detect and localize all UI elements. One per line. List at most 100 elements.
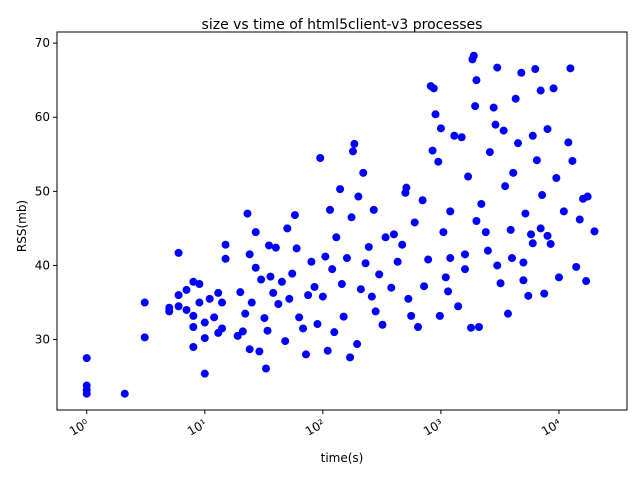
point xyxy=(549,84,558,93)
point xyxy=(247,298,256,307)
point xyxy=(439,228,448,237)
point xyxy=(182,305,191,314)
point xyxy=(288,269,297,278)
point xyxy=(531,65,540,74)
point xyxy=(174,248,183,257)
point xyxy=(269,288,278,297)
point xyxy=(285,294,294,303)
point xyxy=(342,254,351,263)
point xyxy=(543,125,552,134)
point xyxy=(485,148,494,157)
point xyxy=(536,224,545,233)
point xyxy=(353,340,362,349)
point xyxy=(496,279,505,288)
point xyxy=(493,261,502,270)
point xyxy=(538,191,547,200)
point xyxy=(326,205,335,214)
point xyxy=(195,280,204,288)
point xyxy=(218,298,227,307)
point xyxy=(265,241,274,250)
point xyxy=(590,227,599,236)
point xyxy=(460,265,469,274)
point xyxy=(477,199,486,208)
point xyxy=(221,240,230,249)
point xyxy=(519,258,528,267)
point xyxy=(313,320,322,329)
point xyxy=(255,347,264,356)
point xyxy=(418,196,427,205)
point xyxy=(189,311,198,320)
point xyxy=(292,244,301,253)
point xyxy=(507,254,516,263)
point xyxy=(174,291,183,300)
point xyxy=(200,334,209,343)
point xyxy=(271,243,280,252)
point xyxy=(404,294,413,303)
point xyxy=(469,51,478,60)
x-tick-label: 10² xyxy=(303,416,328,438)
point xyxy=(572,262,581,271)
point xyxy=(517,68,526,77)
point xyxy=(346,353,355,362)
chart-title: size vs time of html5client-v3 processes xyxy=(202,17,483,33)
point xyxy=(182,285,191,294)
point xyxy=(402,183,411,192)
point xyxy=(431,110,440,119)
point xyxy=(503,309,512,318)
point xyxy=(195,298,204,307)
point xyxy=(489,103,498,112)
point xyxy=(464,172,473,181)
point xyxy=(566,64,575,73)
point xyxy=(450,131,459,140)
point xyxy=(262,364,271,373)
point xyxy=(467,323,476,332)
point xyxy=(165,307,174,316)
point xyxy=(543,231,552,240)
point xyxy=(120,389,129,398)
y-tick-label: 30 xyxy=(35,333,50,347)
point xyxy=(321,252,330,261)
point xyxy=(527,230,536,239)
point xyxy=(218,324,227,333)
point xyxy=(552,174,561,183)
point xyxy=(454,302,463,311)
point xyxy=(524,291,533,300)
point xyxy=(304,291,313,300)
point xyxy=(336,185,345,194)
point xyxy=(221,254,230,263)
point xyxy=(354,192,363,201)
point xyxy=(540,289,549,298)
point xyxy=(189,277,198,286)
point xyxy=(323,346,332,355)
point xyxy=(536,86,545,95)
point xyxy=(369,205,378,214)
point xyxy=(506,225,515,234)
point xyxy=(446,207,455,216)
point xyxy=(210,313,219,322)
point xyxy=(375,270,384,279)
point xyxy=(501,182,510,191)
point xyxy=(472,76,481,85)
point xyxy=(82,389,91,398)
point xyxy=(205,294,214,303)
y-tick-label: 70 xyxy=(35,36,50,50)
point xyxy=(307,257,316,266)
x-axis-label: time(s) xyxy=(321,451,364,465)
point xyxy=(378,320,387,329)
point xyxy=(521,209,530,218)
point xyxy=(559,207,568,216)
point xyxy=(429,84,438,93)
point xyxy=(499,126,508,135)
x-tick-label: 10³ xyxy=(421,416,446,438)
point xyxy=(359,168,368,177)
point xyxy=(583,192,592,201)
point xyxy=(511,94,520,103)
point xyxy=(519,276,528,285)
point xyxy=(245,345,254,354)
point xyxy=(398,240,407,249)
point xyxy=(350,139,359,148)
y-tick-label: 40 xyxy=(35,258,50,272)
point xyxy=(356,285,365,294)
point xyxy=(236,288,245,297)
